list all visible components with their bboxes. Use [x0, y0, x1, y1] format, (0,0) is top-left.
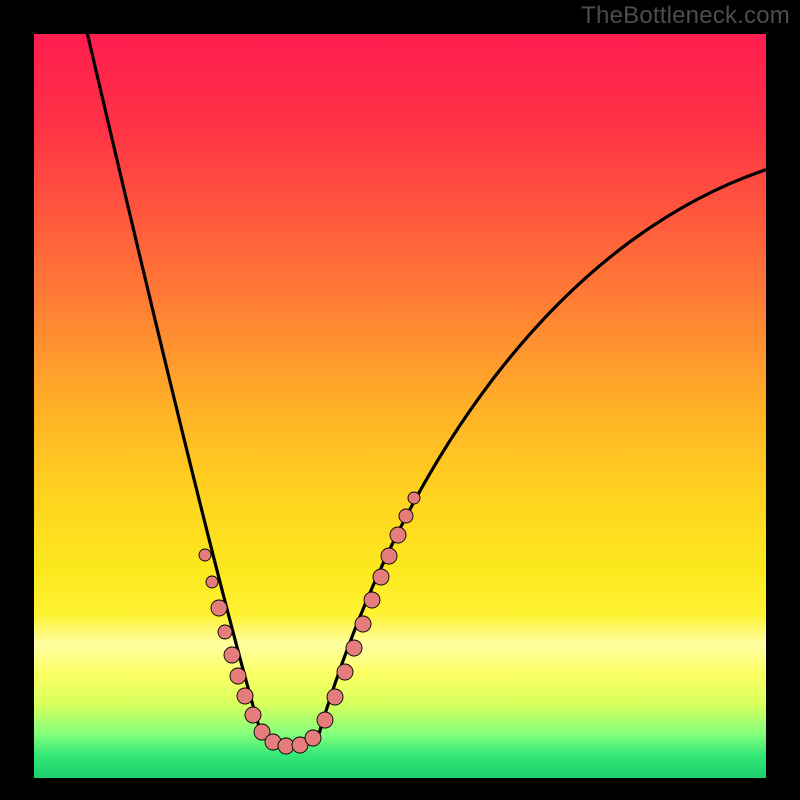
curve-marker — [381, 548, 397, 564]
curve-marker — [364, 592, 380, 608]
curve-marker — [230, 668, 246, 684]
curve-marker — [390, 527, 406, 543]
curve-marker — [199, 549, 211, 561]
watermark-text: TheBottleneck.com — [581, 2, 790, 30]
curve-marker — [399, 509, 413, 523]
curve-marker — [346, 640, 362, 656]
curve-marker — [211, 600, 227, 616]
curve-marker — [218, 625, 232, 639]
curve-marker — [206, 576, 218, 588]
bottleneck-chart-svg — [0, 0, 800, 800]
curve-marker — [355, 616, 371, 632]
gradient-background — [34, 34, 766, 778]
curve-marker — [317, 712, 333, 728]
curve-marker — [305, 730, 321, 746]
curve-marker — [237, 688, 253, 704]
curve-marker — [373, 569, 389, 585]
curve-marker — [337, 664, 353, 680]
curve-marker — [408, 492, 420, 504]
curve-marker — [327, 689, 343, 705]
curve-marker — [245, 707, 261, 723]
chart-stage: TheBottleneck.com — [0, 0, 800, 800]
curve-marker — [278, 738, 294, 754]
curve-marker — [224, 647, 240, 663]
